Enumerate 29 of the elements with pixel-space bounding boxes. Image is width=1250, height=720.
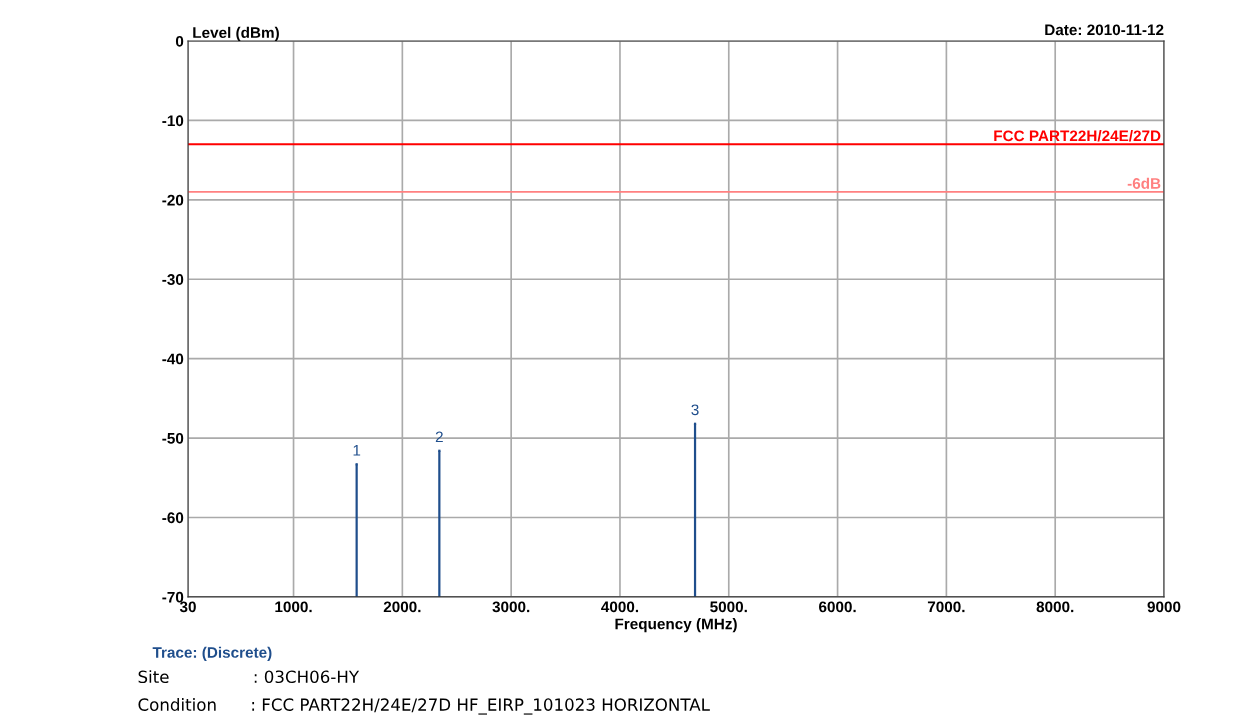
ref-line-label: FCC PART22H/24E/27D (994, 130, 1161, 142)
y-tick-label: -30 (162, 274, 184, 285)
y-tick-label: -10 (162, 115, 184, 127)
x-tick-label: 30 (179, 601, 196, 613)
text: Date: 2010-11-12 (1045, 24, 1164, 36)
x-axis-title: Frequency (MHz) (615, 618, 737, 633)
x-tick-label: 1000. (275, 601, 312, 613)
annotation: 3 (691, 404, 699, 416)
x-tick-label: 2000. (383, 601, 421, 613)
y-tick-label: 0 (175, 35, 184, 47)
x-tick-label: 5000. (710, 601, 747, 613)
text: Condition : FCC PART22H/24E/27D HF_EIRP_101023 HORIZONTAL (138, 698, 710, 715)
y-tick-label: -60 (162, 512, 184, 524)
ref-line-label: -6dB (1127, 177, 1161, 189)
annotation: 2 (435, 431, 443, 443)
text: Trace: (Discrete) (152, 646, 272, 661)
x-tick-label: 3000. (492, 601, 530, 613)
x-tick-label: 7000. (927, 601, 965, 613)
x-tick-label: 8000. (1036, 601, 1074, 613)
annotation: 1 (353, 445, 361, 456)
text: Site : 03CH06-HY (138, 670, 360, 684)
y-tick-label: -40 (162, 353, 184, 365)
y-tick-label: -50 (162, 432, 184, 444)
x-tick-label: 4000. (601, 601, 639, 613)
y-tick-label: -20 (162, 194, 184, 206)
y-axis-title: Level (dBm) (193, 26, 279, 42)
x-tick-label: 9000 (1147, 601, 1181, 613)
x-tick-label: 6000. (819, 601, 856, 613)
y-tick-label: -70 (162, 591, 184, 603)
